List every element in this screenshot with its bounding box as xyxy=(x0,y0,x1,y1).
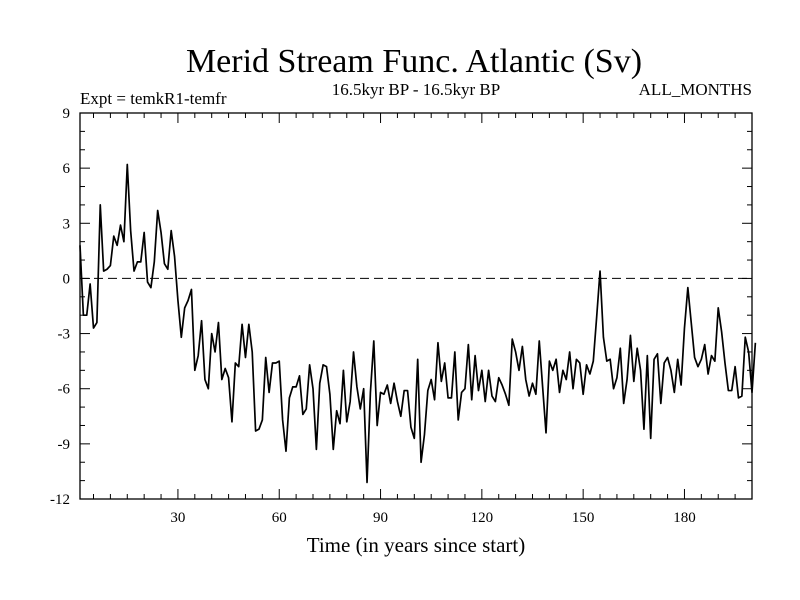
x-tick-label: 60 xyxy=(272,510,287,526)
y-tick-label: 6 xyxy=(63,161,71,177)
series-layer xyxy=(79,163,757,484)
y-tick-label: -3 xyxy=(58,327,71,343)
x-tick-label: 120 xyxy=(471,510,494,526)
x-tick-label: 30 xyxy=(170,510,185,526)
tick-labels: -12 -9 -6 -3 0 3 6 9 30 60 90 120 150 180 xyxy=(50,106,696,526)
y-tick-label: 9 xyxy=(63,106,71,122)
y-tick-label: 0 xyxy=(63,271,71,287)
y-tick-label: -12 xyxy=(50,492,70,508)
x-tick-label: 180 xyxy=(673,510,696,526)
y-tick-label: 3 xyxy=(63,216,71,232)
chart-title: Merid Stream Func. Atlantic (Sv) xyxy=(186,43,642,80)
x-tick-label: 90 xyxy=(373,510,388,526)
x-axis-label: Time (in years since start) xyxy=(307,533,526,557)
plot-frame xyxy=(79,112,753,500)
series-line xyxy=(79,163,757,484)
y-tick-label: -6 xyxy=(58,382,71,398)
x-tick-label: 150 xyxy=(572,510,595,526)
axis-ticks xyxy=(80,112,752,500)
chart-subtitle-left: Expt = temkR1-temfr xyxy=(80,89,227,108)
y-tick-label: -9 xyxy=(58,437,71,453)
chart-subtitle-center: 16.5kyr BP - 16.5kyr BP xyxy=(332,80,500,99)
chart-subtitle-right: ALL_MONTHS xyxy=(639,80,752,99)
